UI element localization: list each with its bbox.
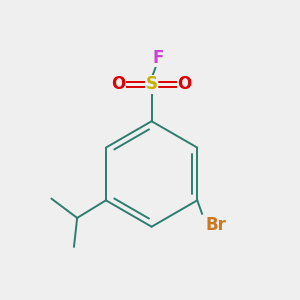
Text: Br: Br	[205, 216, 226, 234]
Text: O: O	[112, 76, 126, 94]
Text: S: S	[146, 76, 158, 94]
Text: F: F	[153, 49, 164, 67]
Text: O: O	[177, 76, 192, 94]
